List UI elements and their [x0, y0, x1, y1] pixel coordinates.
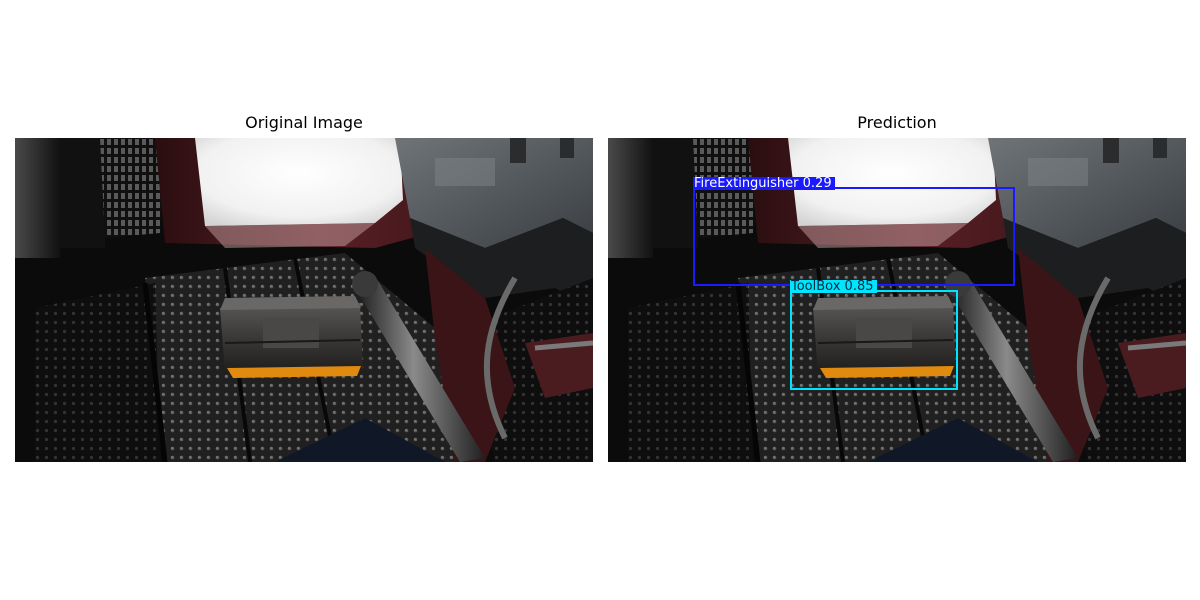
toolbox-detection-label: ToolBox 0.85 — [790, 280, 877, 293]
original-image — [15, 138, 593, 462]
original-image-title: Original Image — [245, 113, 363, 132]
prediction-title: Prediction — [857, 113, 937, 132]
toolbox-bounding-box — [790, 290, 958, 390]
fire-extinguisher-detection-label: FireExtinguisher 0.29 — [693, 177, 835, 190]
fire-extinguisher-bounding-box — [693, 187, 1015, 286]
